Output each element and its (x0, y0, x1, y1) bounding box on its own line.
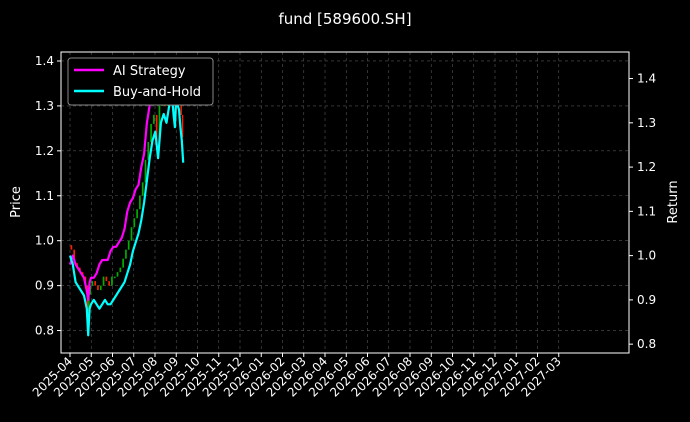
legend-label-buy-and-hold: Buy-and-Hold (113, 85, 201, 100)
y-tick-label-left: 1.4 (35, 54, 54, 68)
y-tick-label-right: 1.1 (637, 204, 656, 218)
price-bar (136, 209, 138, 219)
price-bar (119, 267, 122, 273)
price-bar (139, 195, 141, 210)
right-axis-label: Return (666, 180, 681, 223)
price-bar (130, 227, 133, 241)
price-bar (116, 272, 119, 277)
price-bar (91, 281, 94, 286)
y-tick-label-left: 1.1 (35, 189, 54, 203)
legend-box (67, 57, 214, 106)
left-axis-label: Price (9, 186, 24, 218)
price-bar (180, 101, 182, 115)
y-tick-label-right: 1.4 (637, 72, 656, 86)
plot-frame (60, 51, 630, 354)
price-bar (99, 285, 102, 291)
legend: AI Strategy Buy-and-Hold (67, 57, 214, 106)
y-tick-label-left: 0.9 (35, 279, 54, 293)
price-bar (125, 249, 127, 259)
axes: 2025-042025-052025-062025-072025-082025-… (30, 54, 656, 400)
price-bar (89, 285, 92, 295)
y-tick-label-left: 0.8 (35, 324, 54, 338)
price-bar (150, 123, 152, 142)
price-bar (94, 281, 97, 286)
price-bar (127, 240, 130, 250)
price-bar (105, 276, 108, 282)
price-bar (102, 276, 105, 286)
price-bar (181, 114, 184, 138)
y-tick-label-right: 1.0 (637, 249, 656, 263)
chart-title: fund [589600.SH] (278, 10, 411, 28)
price-bar (147, 141, 150, 160)
price-bar (153, 114, 155, 124)
price-bar (111, 276, 113, 286)
y-tick-label-right: 0.9 (637, 293, 656, 307)
price-bar (88, 294, 90, 313)
price-bar (133, 218, 136, 228)
price-bar (122, 258, 124, 268)
legend-label-ai-strategy: AI Strategy (113, 64, 186, 79)
price-bar (141, 182, 144, 196)
price-bar (97, 285, 99, 291)
y-tick-label-right: 1.3 (637, 116, 656, 130)
y-tick-label-right: 0.8 (637, 337, 656, 351)
y-tick-label-left: 1.0 (35, 234, 54, 248)
y-tick-label-left: 1.2 (35, 144, 54, 158)
y-tick-label-right: 1.2 (637, 160, 656, 174)
price-bar (158, 105, 161, 142)
price-bar (155, 114, 158, 142)
price-bar (144, 159, 147, 183)
price-bar (113, 276, 116, 279)
price-bar (70, 245, 73, 250)
y-tick-label-left: 1.3 (35, 99, 54, 113)
price-bar (108, 281, 110, 286)
